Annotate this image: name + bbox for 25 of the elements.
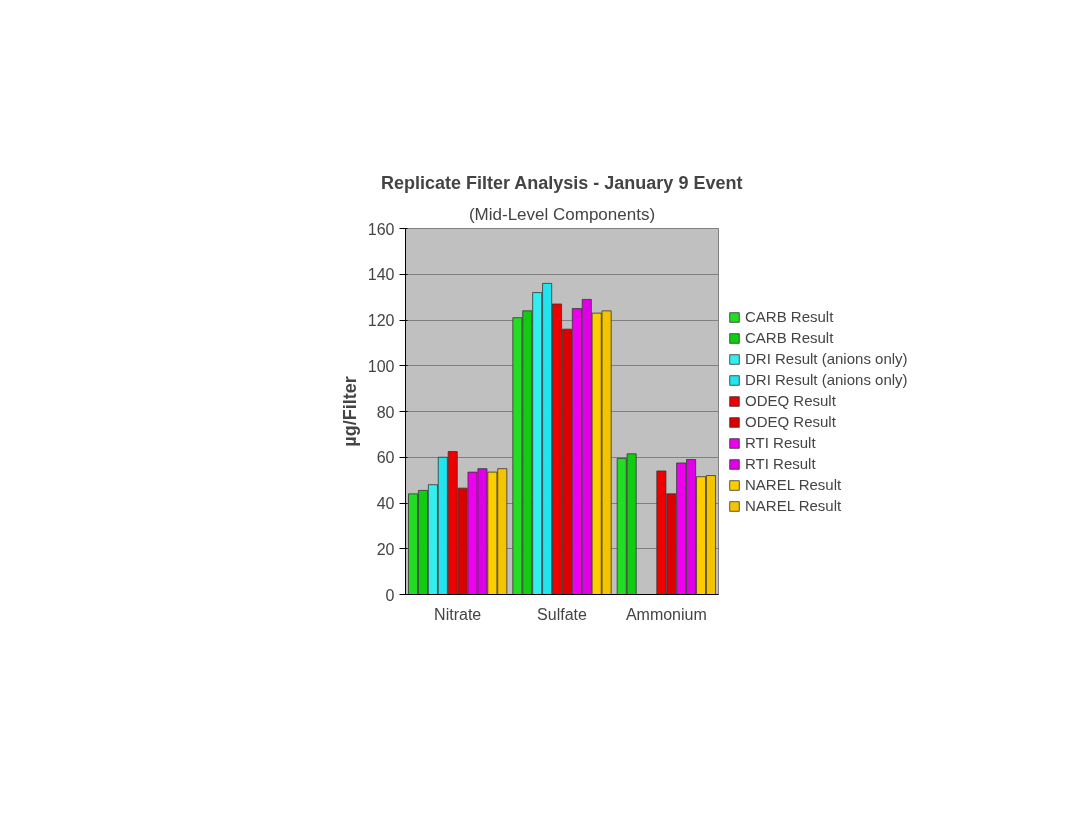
y-tick-label: 0 xyxy=(385,586,395,604)
y-tick-label: 60 xyxy=(376,449,395,467)
y-tick-label: 80 xyxy=(376,403,395,421)
y-tick-label: 100 xyxy=(367,357,395,375)
x-tick-label: Ammonium xyxy=(625,605,707,623)
legend-label: DRI Result (anions only) xyxy=(745,350,908,367)
x-tick-label: Nitrate xyxy=(434,605,482,623)
chart-title: Replicate Filter Analysis - January 9 Event xyxy=(380,172,743,193)
legend-label: CARB Result xyxy=(745,329,834,346)
y-tick-label: 160 xyxy=(367,220,395,238)
legend-label: NAREL Result xyxy=(745,497,842,514)
x-tick-label: Sulfate xyxy=(537,605,588,623)
legend-label: ODEQ Result xyxy=(745,413,836,430)
legend-label: CARB Result xyxy=(745,308,834,325)
legend-label: NAREL Result xyxy=(745,476,842,493)
y-tick-label: 20 xyxy=(376,540,395,558)
legend-label: RTI Result xyxy=(745,455,816,472)
y-tick-label: 140 xyxy=(367,266,395,284)
legend-label: ODEQ Result xyxy=(745,392,836,409)
legend-label: RTI Result xyxy=(745,434,816,451)
chart-subtitle: (Mid-Level Components) xyxy=(468,204,656,224)
legend-label: DRI Result (anions only) xyxy=(745,371,908,388)
y-axis-title: µg/Filter xyxy=(339,376,360,447)
y-tick-label: 40 xyxy=(376,495,395,512)
y-tick-label: 120 xyxy=(367,312,395,329)
